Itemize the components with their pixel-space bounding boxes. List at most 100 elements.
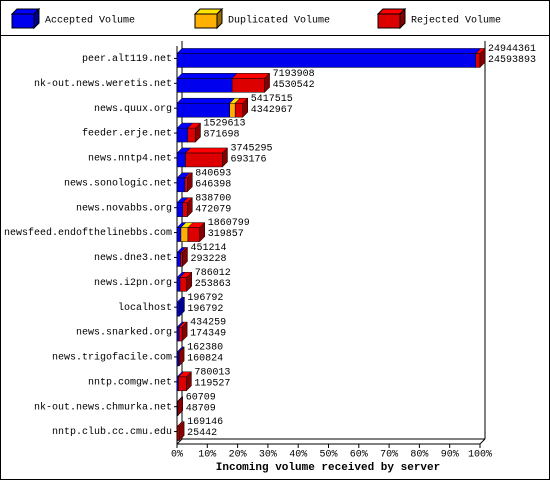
y-tick-label: peer.alt119.net	[82, 53, 172, 65]
bar-segment	[187, 227, 200, 242]
y-tick-label: news.trigofacile.com	[52, 352, 172, 364]
bar-segment	[180, 252, 183, 267]
x-axis-title: Incoming volume received by server	[216, 462, 440, 474]
accepted-volume-label: 25442	[187, 428, 217, 439]
bar-segment	[176, 202, 184, 217]
bar-segment-top	[184, 147, 229, 154]
bar-segment-side	[179, 296, 185, 317]
total-volume-label: 780013	[194, 367, 230, 378]
total-volume-label: 451214	[190, 243, 226, 254]
y-tick-label: news.dne3.net	[94, 252, 172, 264]
accepted-volume-label: 160824	[187, 354, 223, 365]
accepted-volume-label: 4342967	[251, 105, 293, 116]
x-tick-label: 30%	[259, 450, 277, 461]
bar-segment	[176, 277, 181, 292]
legend-label: Duplicated Volume	[228, 15, 330, 27]
axis-line	[479, 438, 486, 445]
bar-segment-side	[178, 346, 185, 367]
accepted-volume-label: 174349	[190, 329, 226, 340]
legend-swatch	[399, 7, 406, 30]
total-volume-label: 434259	[190, 318, 226, 329]
total-volume-label: 7193908	[273, 69, 315, 80]
bar-segment	[185, 152, 223, 168]
total-volume-label: 60709	[186, 392, 216, 403]
y-tick-label: nk-out.news.chmurka.net	[34, 401, 172, 413]
bar-segment-top	[176, 48, 482, 54]
y-tick-label: news.snarked.org	[76, 327, 172, 339]
accepted-volume-label: 48709	[186, 403, 216, 414]
bar-segment-side	[177, 396, 183, 417]
bar-segment	[187, 127, 196, 143]
bar-segment-side	[187, 172, 193, 193]
y-tick-label: nntp.club.cc.cmu.edu	[52, 426, 172, 438]
bar-segment	[176, 152, 186, 168]
bar-segment	[176, 102, 230, 118]
total-volume-label: 169146	[187, 417, 223, 428]
y-tick-label: news.novabbs.org	[76, 202, 172, 214]
legend-swatch	[194, 13, 218, 29]
accepted-volume-label: 319857	[208, 229, 244, 240]
bar-segment-side	[264, 72, 270, 93]
accepted-volume-label: 693176	[230, 155, 266, 166]
bar-segment	[179, 277, 187, 292]
y-tick-label: newsfeed.endofthelinebbs.com	[4, 227, 172, 239]
x-tick-label: 0%	[171, 450, 183, 461]
y-tick-label: feeder.erje.net	[82, 128, 172, 140]
accepted-volume-label: 293228	[190, 254, 226, 265]
y-tick-label: news.i2pn.org	[94, 277, 172, 289]
bar-segment	[178, 376, 187, 392]
bar-segment-side	[199, 221, 205, 243]
accepted-volume-label: 4530542	[273, 80, 315, 91]
bar-segment-side	[222, 147, 228, 168]
bar-segment	[176, 227, 182, 242]
total-volume-label: 1529613	[203, 119, 245, 130]
bar-segment-side	[186, 271, 192, 292]
legend-label: Accepted Volume	[45, 15, 135, 27]
bar-segment	[475, 53, 481, 68]
bar-segment	[184, 177, 188, 193]
x-tick-label: 100%	[468, 450, 492, 461]
axis-line	[176, 438, 183, 445]
accepted-volume-label: 472079	[195, 204, 231, 215]
x-tick-label: 80%	[410, 450, 428, 461]
bar-segment	[182, 202, 188, 217]
accepted-volume-label: 24593893	[488, 55, 536, 66]
bar-segment	[180, 227, 189, 242]
total-volume-label: 840693	[195, 168, 231, 179]
bar-segment-side	[181, 321, 188, 342]
bar-segment-top	[231, 73, 271, 79]
x-tick-label: 70%	[380, 450, 398, 461]
total-volume-label: 1860799	[208, 218, 250, 229]
bar-segment	[229, 102, 236, 118]
x-tick-label: 60%	[350, 450, 368, 461]
x-tick-label: 40%	[289, 450, 307, 461]
total-volume-label: 5417515	[251, 94, 293, 105]
bar-segment-side	[242, 97, 249, 118]
bar-segment	[177, 426, 180, 441]
accepted-volume-label: 119527	[194, 378, 230, 389]
x-tick-label: 90%	[441, 450, 459, 461]
y-tick-label: news.sonologic.net	[64, 177, 172, 189]
bar-segment-side	[186, 371, 192, 392]
legend-swatch	[216, 7, 223, 30]
bar-segment	[176, 53, 477, 68]
legend-swatch	[11, 13, 35, 29]
y-tick-label: nntp.comgw.net	[88, 377, 172, 388]
legend-label: Rejected Volume	[411, 15, 501, 27]
y-tick-label: news.quux.org	[94, 104, 172, 115]
bar-segment-side	[182, 246, 188, 268]
x-tick-label: 20%	[229, 450, 247, 461]
total-volume-label: 24944361	[488, 44, 536, 55]
bar-segment	[176, 301, 180, 317]
bar-segment	[176, 177, 186, 193]
y-tick-label: localhost	[118, 302, 172, 314]
bar-segment-side	[187, 197, 193, 218]
bar-segment-top	[176, 97, 236, 104]
bar-segment-top	[176, 73, 238, 79]
y-tick-label: nk-out.news.weretis.net	[34, 78, 172, 90]
total-volume-label: 162380	[187, 343, 223, 354]
accepted-volume-label: 253863	[195, 279, 231, 290]
bar-segment-side	[479, 47, 486, 69]
